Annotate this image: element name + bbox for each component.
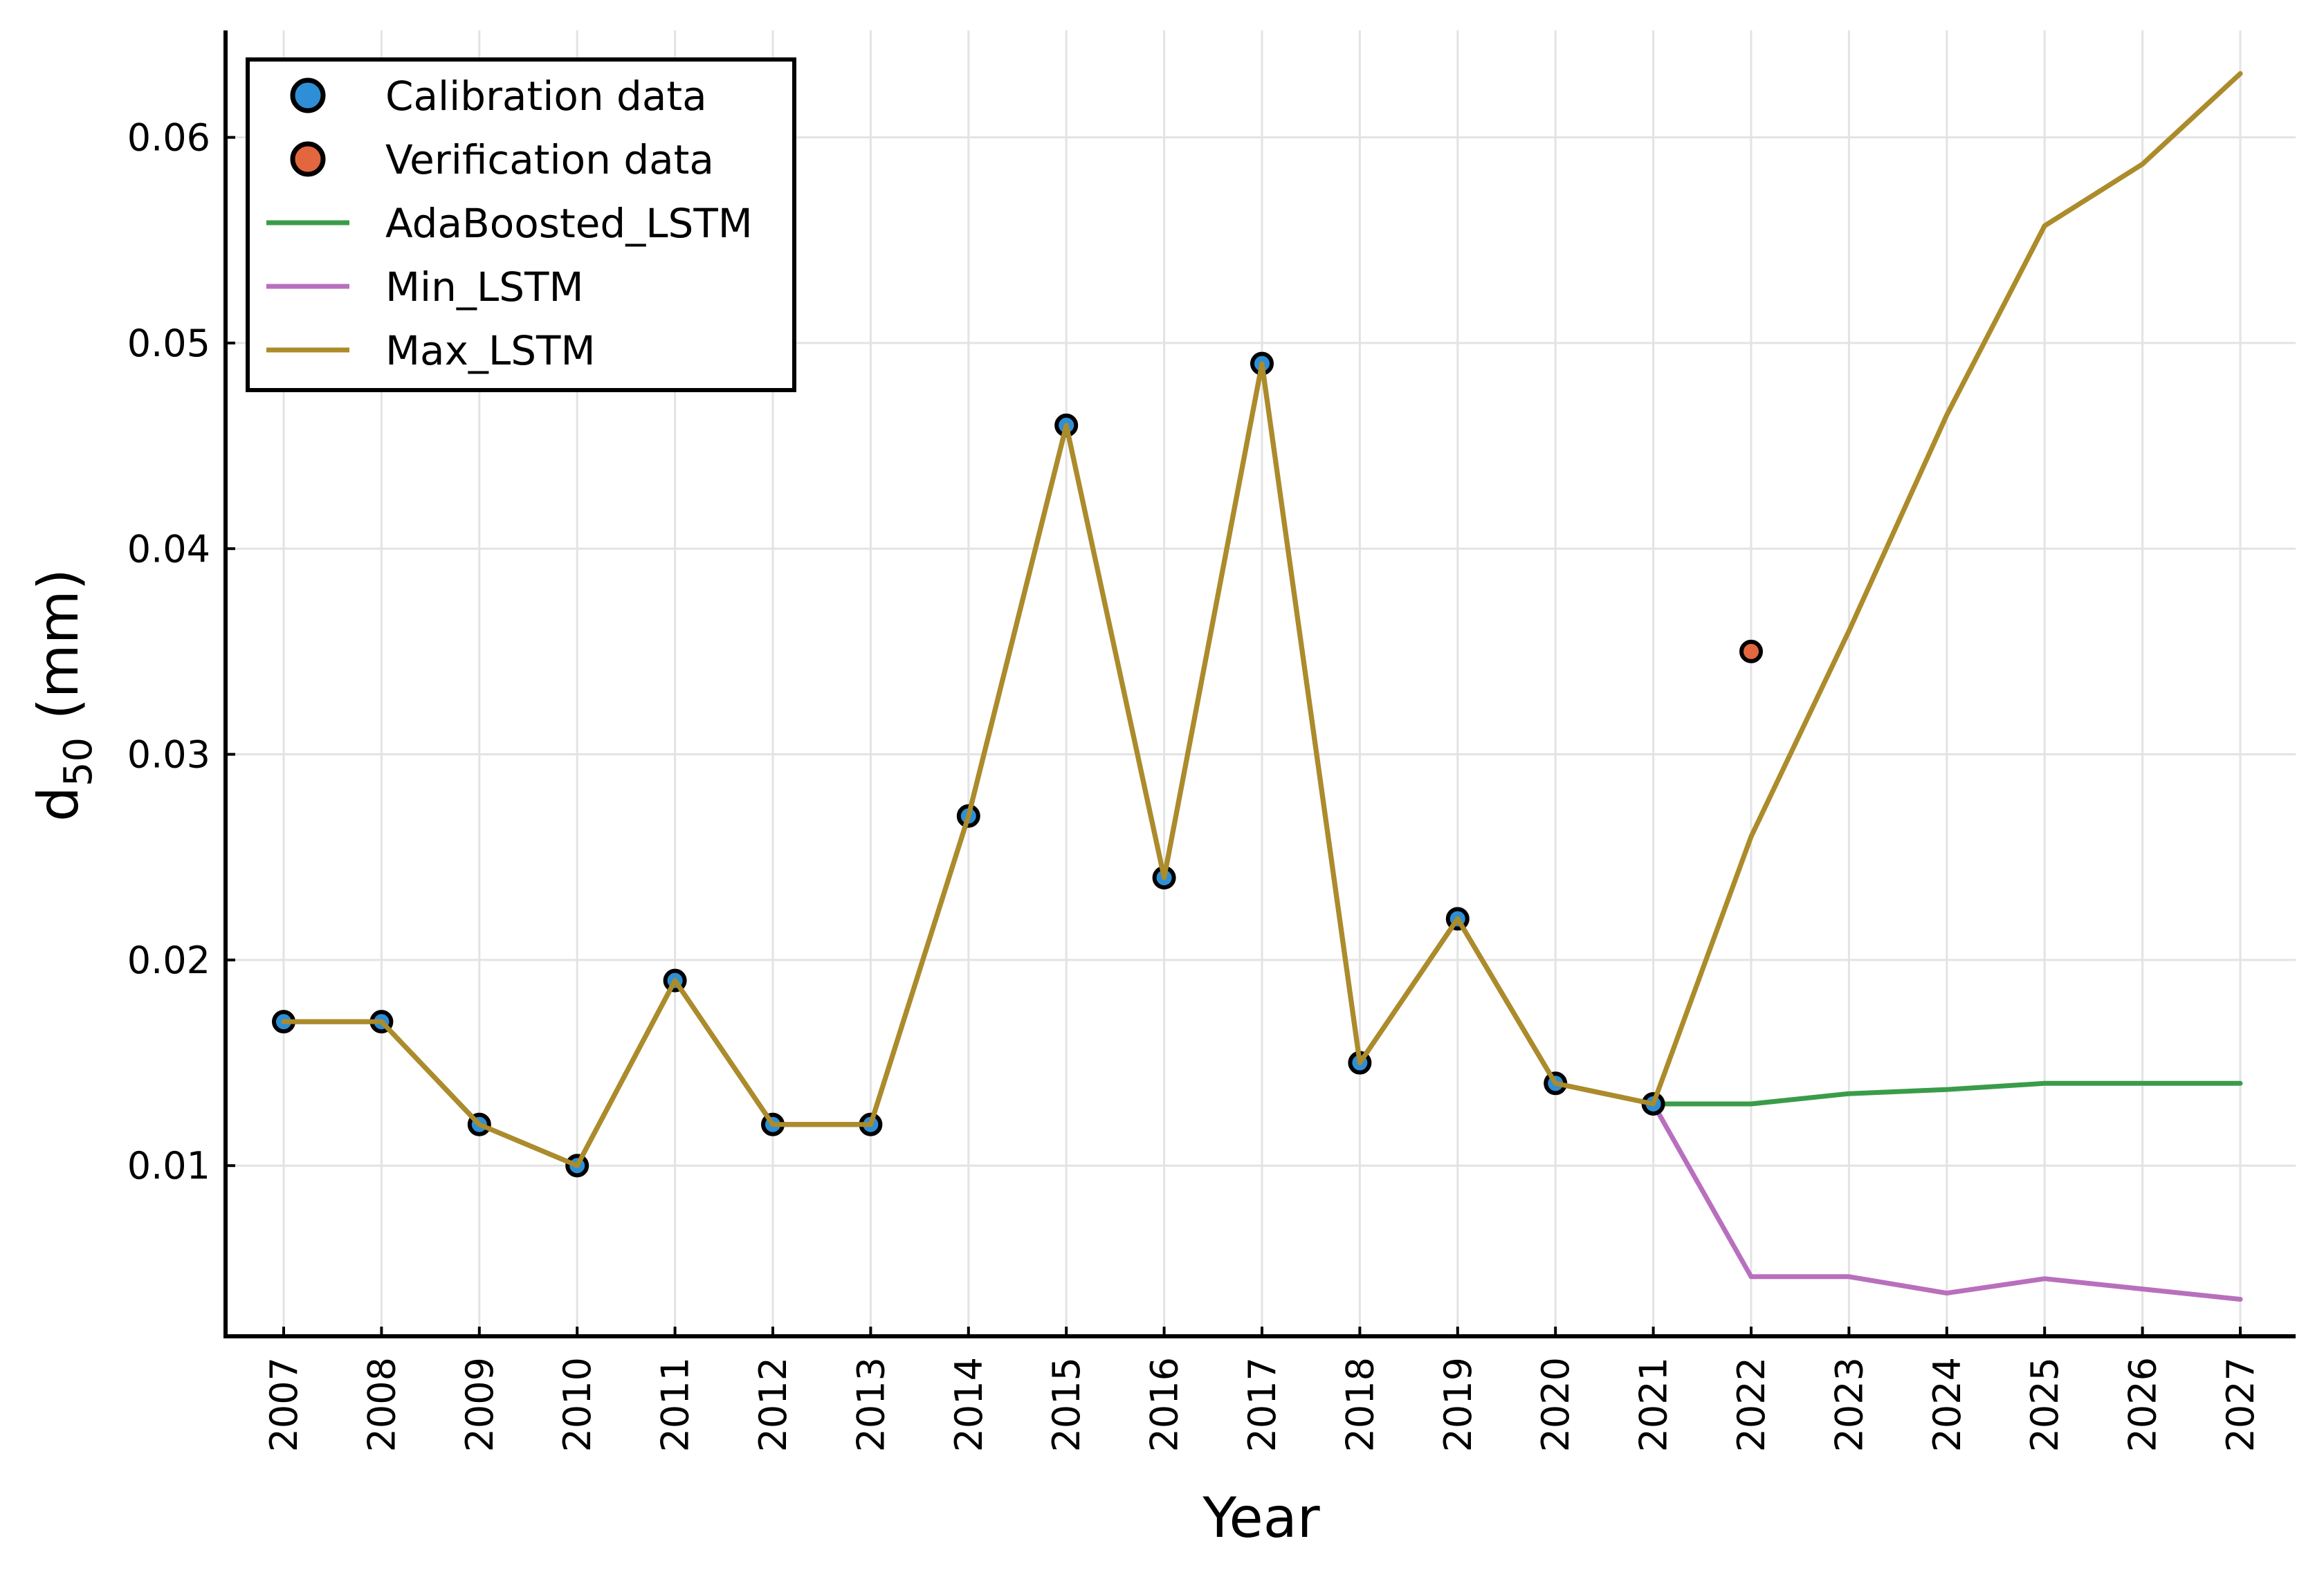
y-axis-title-subscript: 50: [56, 737, 101, 786]
y-tick-label: 0.06: [127, 116, 210, 160]
legend: Calibration data Verification data AdaBoos…: [246, 57, 796, 392]
y-tick-label: 0.04: [127, 527, 210, 571]
x-tick-label: 2021: [1632, 1357, 1676, 1452]
legend-marker-calibration-data: [290, 77, 326, 113]
y-axis-title: d50 (mm): [26, 569, 101, 822]
axes-layer: 2007 2008 2009 2010 2011 2012 2013 2014 2015 2016…: [127, 30, 2296, 1452]
x-tick-label: 2026: [2121, 1357, 2165, 1452]
x-tick-label: 2020: [1534, 1357, 1577, 1452]
legend-marker-verification-data: [290, 141, 326, 177]
x-tick-label: 2012: [751, 1357, 795, 1452]
y-tick-label: 0.03: [127, 733, 210, 777]
x-tick-label: 2015: [1045, 1357, 1088, 1452]
x-tick-label: 2027: [2219, 1357, 2262, 1452]
x-tick-label: 2022: [1730, 1357, 1773, 1452]
y-tick-label: 0.01: [127, 1144, 210, 1188]
x-tick-label: 2013: [849, 1357, 893, 1452]
legend-label-max-lstm: Max_LSTM: [385, 327, 596, 374]
legend-label-min-lstm: Min_LSTM: [385, 264, 584, 311]
x-tick-label: 2011: [654, 1357, 697, 1452]
y-tick-label: 0.05: [127, 322, 210, 365]
x-tick-label: 2023: [1827, 1357, 1871, 1452]
y-axis-title-unit: (mm): [26, 569, 91, 737]
x-tick-label: 2010: [556, 1357, 599, 1452]
x-tick-label: 2019: [1436, 1357, 1480, 1452]
x-tick-label: 2024: [1925, 1357, 1969, 1452]
data-point-verification-data: [1739, 639, 1763, 663]
x-axis-title: Year: [1202, 1486, 1319, 1550]
x-tick-label: 2017: [1241, 1357, 1284, 1452]
y-tick-label: 0.02: [127, 939, 210, 982]
x-tick-label: 2014: [947, 1357, 991, 1452]
x-tick-label: 2008: [360, 1357, 403, 1452]
legend-label-adaboosted-lstm: AdaBoosted_LSTM: [385, 200, 753, 247]
legend-label-verification-data: Verification data: [385, 136, 714, 183]
x-tick-label: 2009: [458, 1357, 502, 1452]
x-tick-label: 2016: [1143, 1357, 1187, 1452]
series-line-overlay-max-lstm: [281, 71, 2243, 1168]
points-layer: [272, 71, 2243, 1178]
labels-layer: Year d50 (mm): [26, 569, 1320, 1550]
x-tick-label: 2018: [1338, 1357, 1382, 1452]
x-tick-label: 2007: [262, 1357, 306, 1452]
legend-label-calibration-data: Calibration data: [385, 73, 707, 120]
y-axis-title-main: d: [26, 786, 91, 822]
x-tick-label: 2025: [2023, 1357, 2067, 1452]
